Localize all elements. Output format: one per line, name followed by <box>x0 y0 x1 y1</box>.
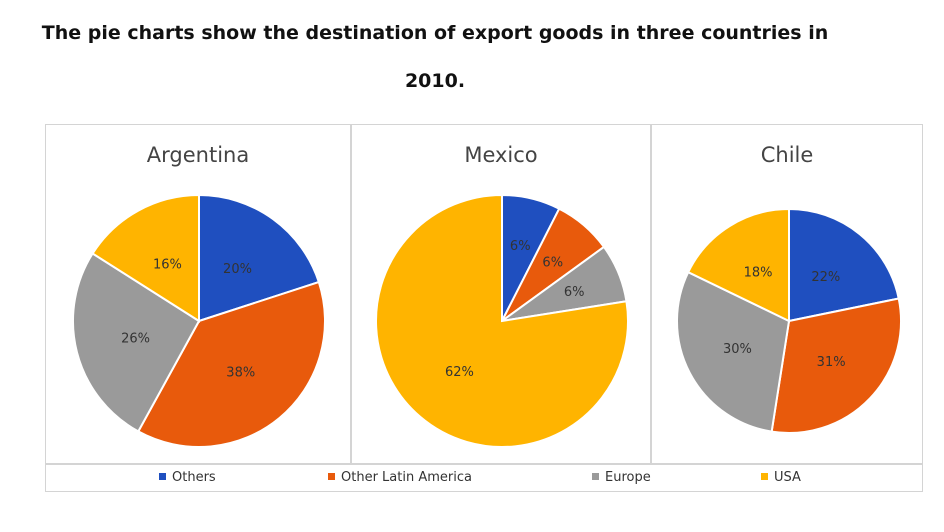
pie-panel-chile: Chile 22% 31% 30% 18% <box>651 124 923 464</box>
pie-panel-mexico: Mexico 6% 6% 6% 62% <box>351 124 651 464</box>
legend-label-others: Others <box>172 470 216 485</box>
pie-label-mexico-other-latin-america: 6% <box>542 256 563 271</box>
pie-slice-argentina-others <box>198 193 321 323</box>
legend-swatch-others <box>159 473 166 480</box>
pie-label-argentina-other-latin-america: 38% <box>226 365 255 380</box>
chart-heading-line1: The pie charts show the destination of e… <box>41 22 829 44</box>
pie-slice-argentina-europe <box>72 252 201 433</box>
legend-item-others: Others <box>159 470 216 485</box>
pie-label-argentina-usa: 16% <box>153 258 182 273</box>
chart-legend: Others Other Latin America Europe USA <box>45 464 923 492</box>
pie-slice-argentina-usa <box>91 193 200 323</box>
pie-label-chile-other-latin-america: 31% <box>817 355 846 370</box>
pie-slice-mexico-usa <box>375 193 629 448</box>
legend-label-usa: USA <box>774 470 801 485</box>
legend-swatch-usa <box>761 473 768 480</box>
pie-chart-argentina: 20% 38% 26% 16% <box>72 193 326 448</box>
chart-heading-line2: 2010. <box>404 70 466 92</box>
pie-label-chile-usa: 18% <box>744 266 773 281</box>
legend-item-other-latin-america: Other Latin America <box>328 470 472 485</box>
pie-label-chile-europe: 30% <box>723 342 752 357</box>
legend-label-europe: Europe <box>605 470 651 485</box>
legend-item-usa: USA <box>761 470 801 485</box>
legend-swatch-europe <box>592 473 599 480</box>
pie-title-chile: Chile <box>760 143 814 167</box>
pie-slice-argentina-other-latin-america <box>136 280 326 448</box>
pie-label-chile-others: 22% <box>811 270 840 285</box>
pie-label-mexico-europe: 6% <box>564 285 585 300</box>
pie-chart-chile: 22% 31% 30% 18% <box>676 207 902 434</box>
pie-label-mexico-usa: 62% <box>445 365 474 380</box>
pie-label-argentina-others: 20% <box>223 262 252 277</box>
legend-label-other-latin-america: Other Latin America <box>341 470 472 485</box>
pie-slice-chile-usa <box>686 207 790 323</box>
pie-slice-chile-others <box>788 207 900 323</box>
legend-item-europe: Europe <box>592 470 651 485</box>
pie-panel-argentina: Argentina 20% 38% 26% 16% <box>45 124 351 464</box>
pie-slice-chile-other-latin-america <box>770 297 902 434</box>
pie-title-mexico: Mexico <box>464 143 538 167</box>
legend-swatch-other-latin-america <box>328 473 335 480</box>
pie-chart-mexico: 6%6%6%62% <box>375 193 629 448</box>
pie-label-mexico-others: 6% <box>510 239 531 254</box>
pie-slice-chile-europe <box>676 270 791 433</box>
pie-label-argentina-europe: 26% <box>121 331 150 346</box>
pie-title-argentina: Argentina <box>146 143 250 167</box>
